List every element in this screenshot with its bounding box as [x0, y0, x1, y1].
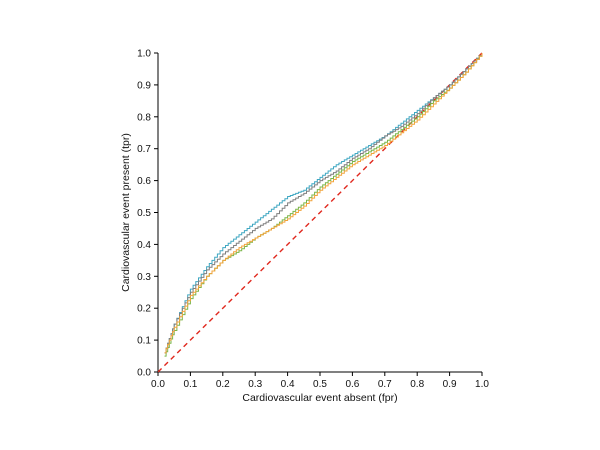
- x-tick-label: 1.0: [475, 379, 489, 390]
- x-tick-label: 0.5: [313, 379, 327, 390]
- x-tick-label: 0.1: [183, 379, 197, 390]
- x-tick-label: 0.0: [151, 379, 165, 390]
- x-tick-label: 0.3: [248, 379, 262, 390]
- x-axis-title: Cardiovascular event absent (fpr): [242, 392, 397, 404]
- y-tick-label: 0.9: [137, 80, 151, 91]
- y-tick-label: 0.8: [137, 112, 151, 123]
- x-ticks: 0.0 0.1 0.2 0.3 0.4 0.5 0.6 0.7 0.8 0.9 1.0: [151, 372, 489, 390]
- x-tick-label: 0.2: [216, 379, 230, 390]
- y-tick-label: 0.1: [137, 336, 151, 347]
- series-layer: [164, 53, 483, 357]
- y-axis-title: Cardiovascular event present (tpr): [120, 133, 132, 292]
- roc-series-line: [164, 53, 483, 354]
- roc-series-line: [164, 53, 483, 354]
- y-tick-label: 0.4: [137, 240, 151, 251]
- y-tick-label: 0.5: [137, 208, 151, 219]
- roc-series-line: [164, 53, 483, 354]
- x-tick-label: 0.7: [378, 379, 392, 390]
- x-tick-label: 0.9: [443, 379, 457, 390]
- plot-area: 0.0 0.1 0.2 0.3 0.4 0.5 0.6 0.7 0.8 0.9 1.0 0.0 0.1…: [137, 49, 489, 391]
- y-tick-label: 0.6: [137, 176, 151, 187]
- x-tick-label: 0.6: [345, 379, 359, 390]
- y-tick-label: 0.0: [137, 368, 151, 379]
- roc-series-line: [164, 53, 483, 357]
- y-ticks: 0.0 0.1 0.2 0.3 0.4 0.5 0.6 0.7 0.8 0.9 1.0: [137, 49, 158, 379]
- y-tick-label: 0.2: [137, 304, 151, 315]
- y-tick-label: 0.7: [137, 144, 151, 155]
- y-tick-label: 0.3: [137, 272, 151, 283]
- y-tick-label: 1.0: [137, 49, 151, 60]
- x-tick-label: 0.8: [410, 379, 424, 390]
- x-tick-label: 0.4: [281, 379, 295, 390]
